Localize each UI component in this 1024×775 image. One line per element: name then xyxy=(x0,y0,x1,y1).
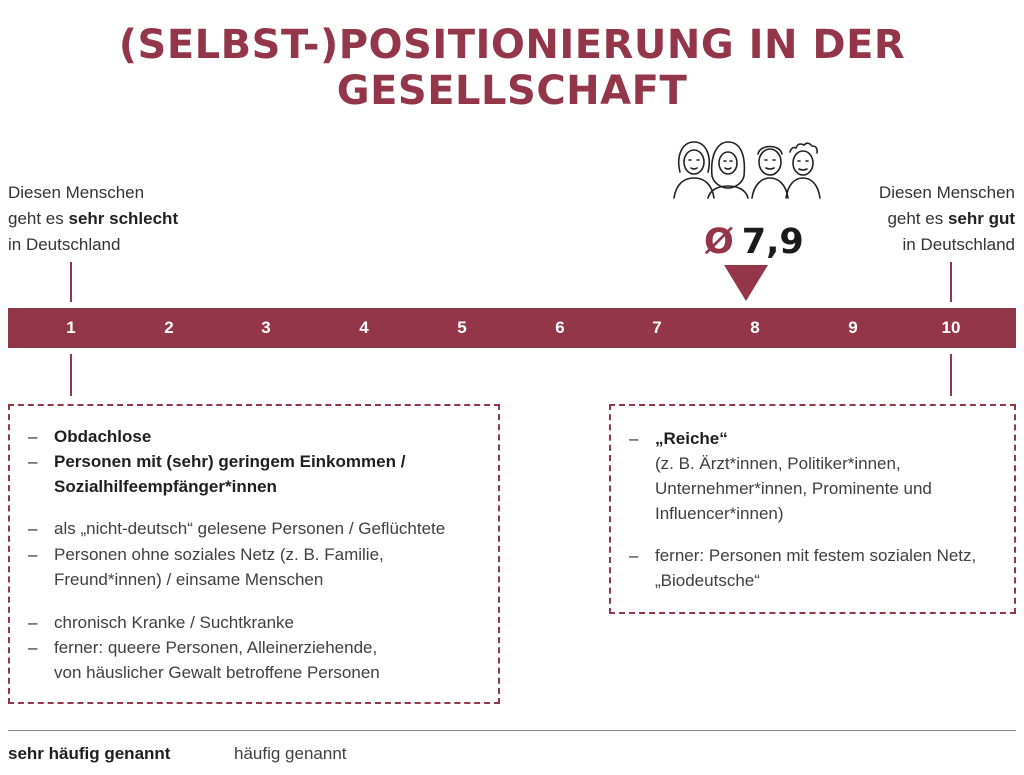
list-item-text: ferner: queere Personen, Alleinerziehend… xyxy=(54,638,378,657)
list-dash: – xyxy=(28,427,38,446)
list-dash: – xyxy=(629,546,639,565)
list-item-text: „Reiche“ xyxy=(655,429,728,448)
list-item-text: Sozialhilfeempfänger*innen xyxy=(54,477,277,496)
scale-tick-2: 2 xyxy=(164,318,174,337)
average-marker-triangle xyxy=(724,265,768,301)
average-value: Ø 7,9 xyxy=(704,222,804,262)
right-group-box: – „Reiche“ (z. B. Ärzt*innen, Politiker*i… xyxy=(609,404,1016,614)
list-dash: – xyxy=(28,638,38,657)
left-group-box: – Obdachlose – Personen mit (sehr) geringe… xyxy=(8,404,500,704)
scale-tick-1: 1 xyxy=(66,318,76,337)
right-end-connector-bottom xyxy=(950,354,952,396)
right-end-line2-bold: sehr gut xyxy=(947,209,1015,228)
list-item-text: chronisch Kranke / Suchtkranke xyxy=(54,613,295,632)
list-item-text: „Biodeutsche“ xyxy=(655,571,760,590)
scale-tick-3: 3 xyxy=(261,318,271,337)
left-end-line2: geht es sehr schlecht xyxy=(8,206,178,232)
list-item-text: ferner: Personen mit festem sozialen Net… xyxy=(655,546,977,565)
left-end-connector-top xyxy=(70,262,72,302)
scale-left-end-label: Diesen Menschen geht es sehr schlecht in… xyxy=(8,180,178,258)
list-item-text: Unternehmer*innen, Prominente und xyxy=(655,479,932,498)
list-dash: – xyxy=(28,519,38,538)
left-end-line2-bold: sehr schlecht xyxy=(68,209,179,228)
right-end-line3: in Deutschland xyxy=(902,235,1015,254)
list-item-text: als „nicht-deutsch“ gelesene Personen / … xyxy=(54,519,446,538)
list-dash: – xyxy=(629,429,639,448)
list-item-text: Freund*innen) / einsame Menschen xyxy=(54,570,324,589)
legend-normal-label: häufig genannt xyxy=(234,744,347,763)
average-symbol: Ø xyxy=(704,222,734,262)
right-end-connector-top xyxy=(950,262,952,302)
list-item-text: von häuslicher Gewalt betroffene Persone… xyxy=(54,663,380,682)
scale-tick-6: 6 xyxy=(555,318,565,337)
left-end-line3: in Deutschland xyxy=(8,235,121,254)
scale-tick-9: 9 xyxy=(848,318,858,337)
scale-tick-8: 8 xyxy=(750,318,760,337)
right-end-line2: geht es sehr gut xyxy=(879,206,1015,232)
scale-tick-5: 5 xyxy=(457,318,467,337)
list-item-text: Obdachlose xyxy=(54,427,152,446)
list-item-text: Influencer*innen) xyxy=(655,504,784,523)
scale-right-end-label: Diesen Menschen geht es sehr gut in Deut… xyxy=(879,180,1015,258)
list-dash: – xyxy=(28,613,38,632)
left-end-line2-text: geht es xyxy=(8,209,69,228)
list-dash: – xyxy=(28,452,38,471)
right-end-line2-text: geht es xyxy=(887,209,948,228)
average-number: 7,9 xyxy=(741,222,804,262)
scale-tick-7: 7 xyxy=(652,318,662,337)
scale-bar xyxy=(8,308,1016,348)
left-end-connector-bottom xyxy=(70,354,72,396)
list-dash: – xyxy=(28,545,38,564)
legend-divider xyxy=(8,730,1016,731)
group-of-four-people-icon xyxy=(673,141,821,199)
page-title: (SELBST-)POSITIONIERUNG IN DER GESELLSCH… xyxy=(118,22,906,114)
scale-tick-4: 4 xyxy=(359,318,369,337)
legend-strong-label: sehr häufig genannt xyxy=(8,744,171,763)
right-end-line1: Diesen Menschen xyxy=(878,183,1015,202)
left-end-line1: Diesen Menschen xyxy=(8,183,145,202)
list-item-text: Personen ohne soziales Netz (z. B. Famil… xyxy=(54,545,384,564)
list-item-text: (z. B. Ärzt*innen, Politiker*innen, xyxy=(655,454,901,473)
list-item-text: Personen mit (sehr) geringem Einkommen / xyxy=(54,452,406,471)
scale-tick-10: 10 xyxy=(941,318,961,337)
